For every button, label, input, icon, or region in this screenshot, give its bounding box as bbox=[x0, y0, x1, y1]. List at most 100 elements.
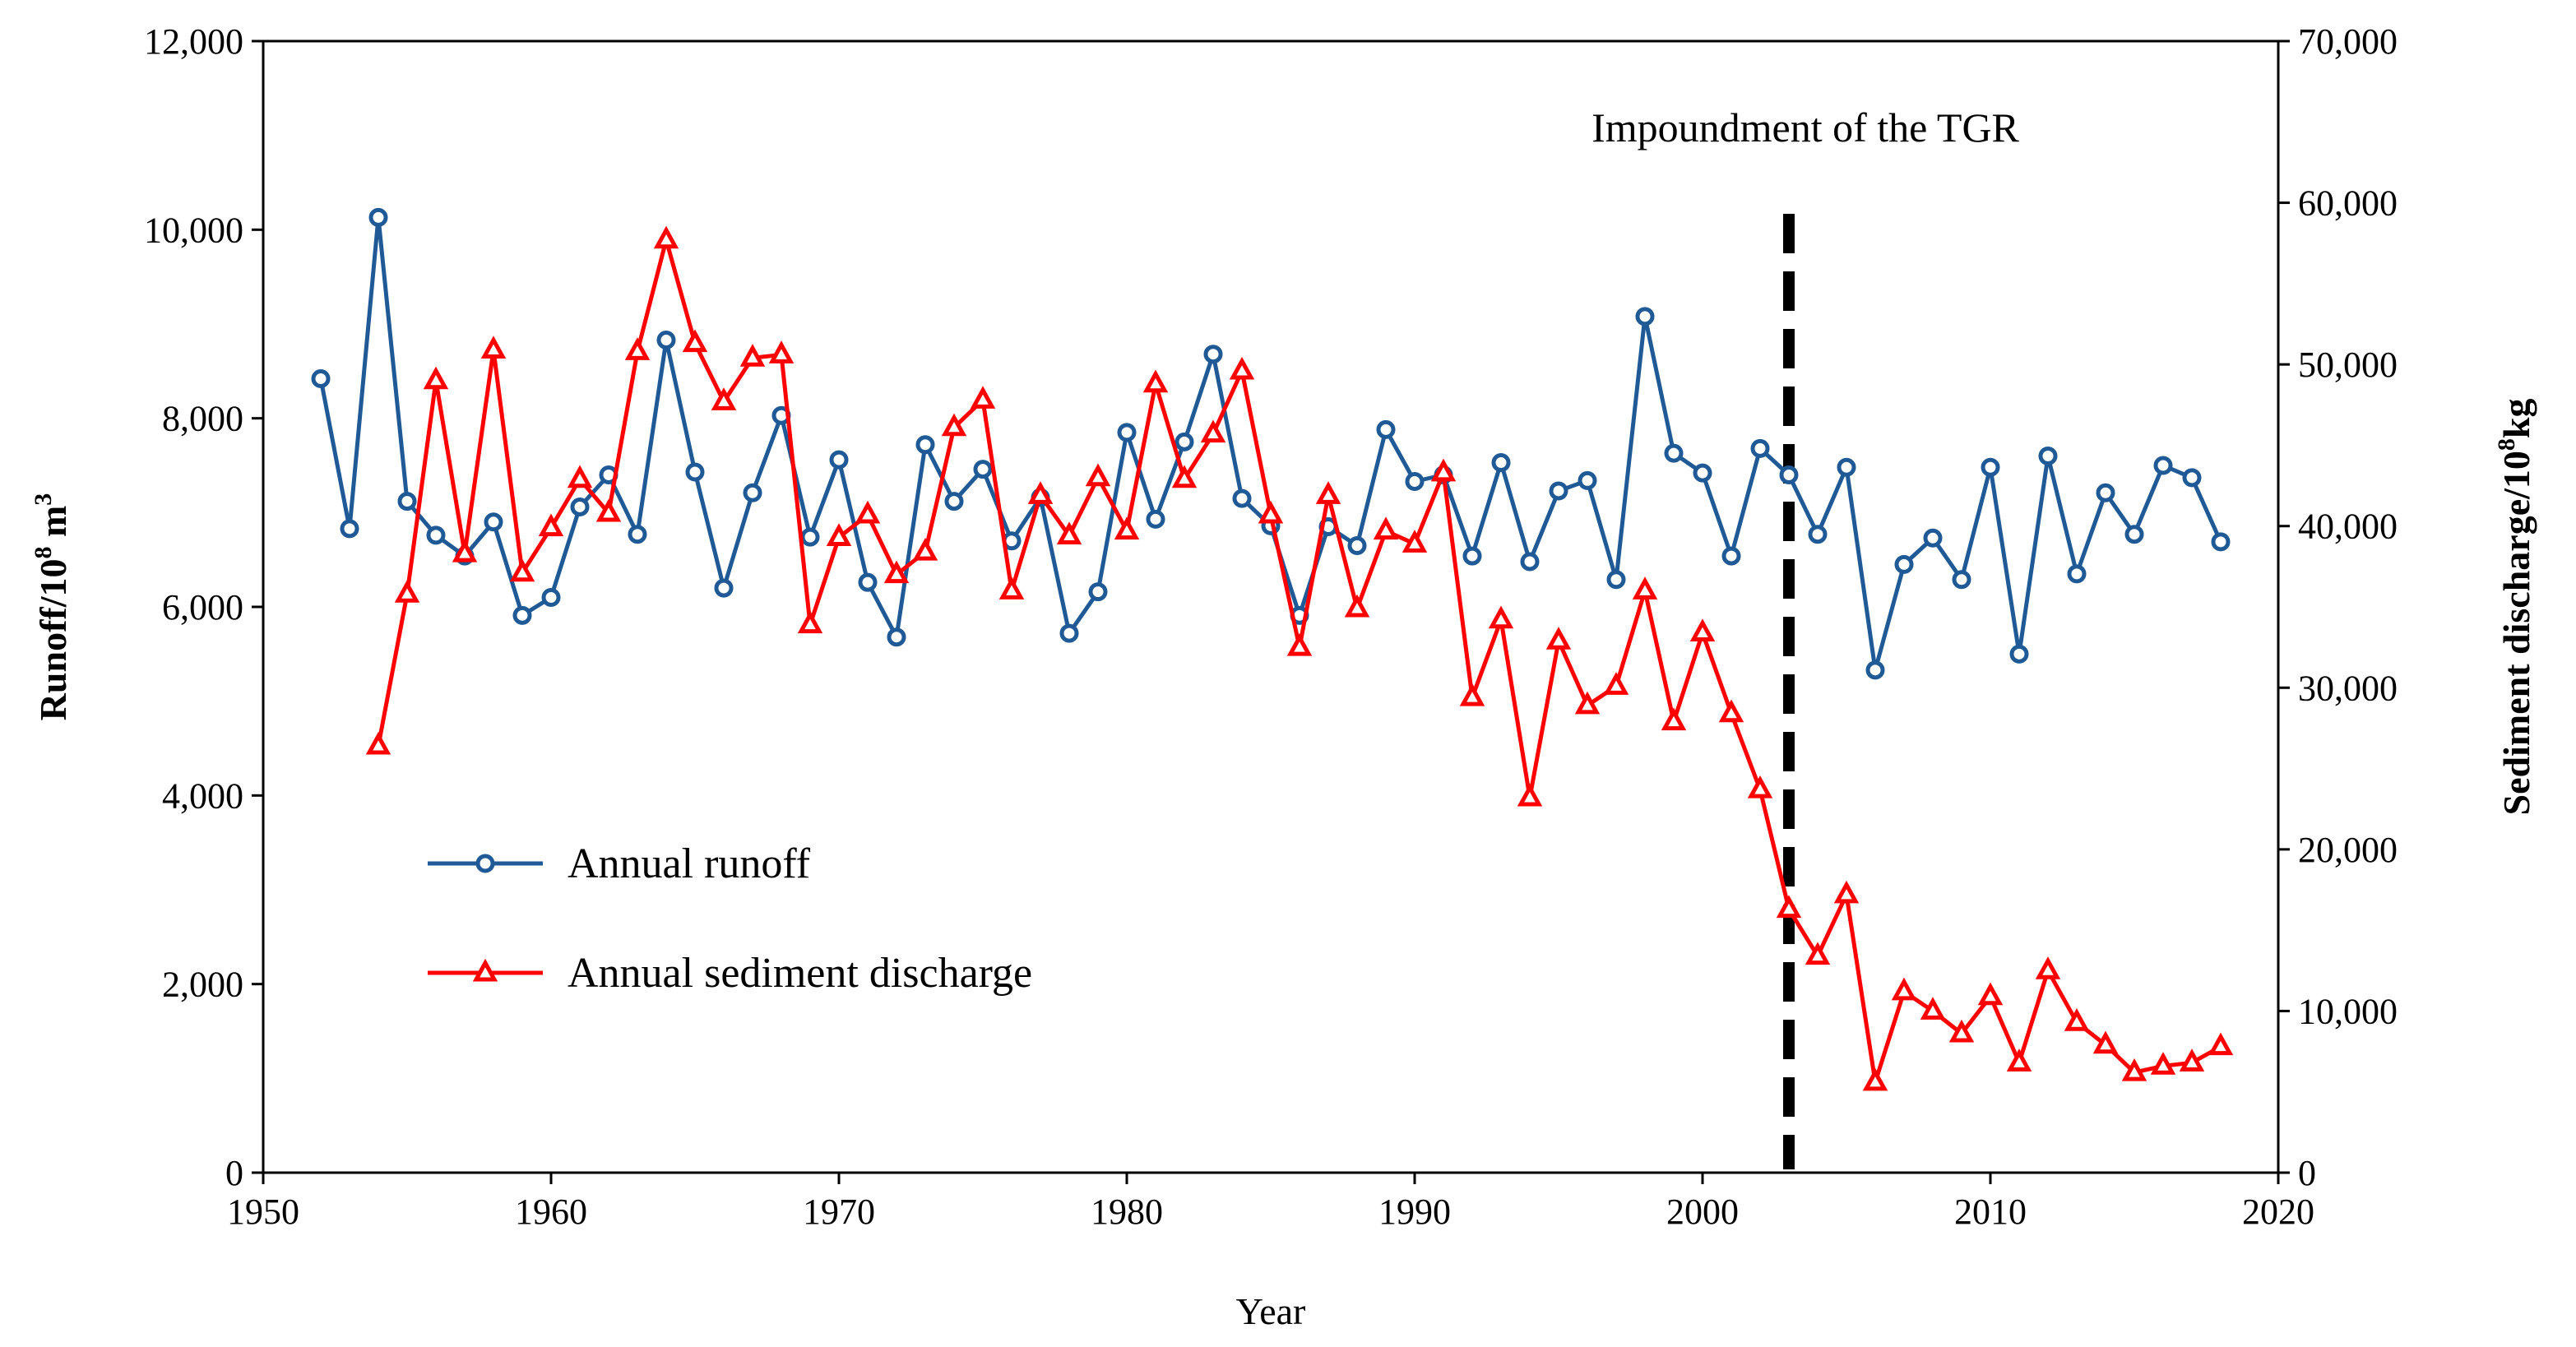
data-point bbox=[368, 207, 388, 227]
x-tick-label: 1970 bbox=[803, 1192, 875, 1232]
data-point bbox=[912, 537, 938, 561]
data-point bbox=[2153, 456, 2173, 475]
data-point bbox=[653, 225, 679, 249]
series-sediment bbox=[365, 225, 2234, 1091]
left-axis-ticks: 0 2,000 4,000 6,000 8,000 10,000 12,000 bbox=[144, 21, 263, 1193]
data-point bbox=[1865, 660, 1885, 680]
data-point bbox=[426, 525, 446, 545]
data-point bbox=[1948, 1019, 1975, 1043]
data-point bbox=[1747, 775, 1773, 798]
data-point bbox=[1718, 699, 1744, 723]
data-point bbox=[1808, 525, 1828, 544]
data-point bbox=[1520, 552, 1540, 572]
data-point bbox=[1750, 438, 1770, 458]
series-line bbox=[318, 215, 2223, 673]
data-point bbox=[2064, 1008, 2090, 1031]
right-tick-label: 50,000 bbox=[2298, 345, 2398, 385]
data-point bbox=[480, 336, 507, 359]
right-tick-label: 70,000 bbox=[2298, 21, 2398, 62]
left-tick-label: 2,000 bbox=[162, 965, 243, 1005]
data-point bbox=[714, 578, 734, 598]
data-point bbox=[397, 492, 417, 511]
data-point bbox=[1837, 457, 1856, 477]
data-point bbox=[2092, 1030, 2119, 1054]
data-point bbox=[365, 731, 391, 755]
data-point bbox=[682, 329, 708, 353]
data-point bbox=[452, 539, 478, 562]
data-point bbox=[1574, 691, 1601, 715]
legend-marker-circle bbox=[475, 854, 495, 873]
data-point bbox=[1056, 521, 1082, 545]
data-point bbox=[423, 366, 449, 390]
data-point bbox=[685, 462, 705, 482]
x-tick-label: 1960 bbox=[515, 1192, 587, 1232]
data-point bbox=[1286, 632, 1313, 656]
data-point bbox=[1891, 977, 1917, 1001]
data-point bbox=[2124, 525, 2144, 544]
data-point bbox=[1376, 419, 1396, 439]
data-point bbox=[1347, 535, 1367, 555]
left-tick-label: 0 bbox=[225, 1153, 243, 1193]
data-point bbox=[1894, 554, 1914, 574]
right-axis-ticks: 0 10,000 20,000 30,000 40,000 50,000 60,000 70,… bbox=[2278, 21, 2398, 1193]
data-point bbox=[1661, 707, 1687, 731]
data-point bbox=[1635, 307, 1655, 326]
data-point bbox=[1200, 419, 1226, 443]
x-tick-label: 2000 bbox=[1666, 1192, 1739, 1232]
data-point bbox=[858, 572, 878, 592]
data-point bbox=[768, 340, 795, 363]
data-point bbox=[1142, 369, 1169, 393]
data-point bbox=[512, 605, 532, 625]
data-point bbox=[941, 413, 967, 437]
data-point bbox=[1517, 783, 1543, 807]
data-point bbox=[1117, 423, 1137, 442]
data-point bbox=[538, 513, 564, 537]
x-tick-label: 1990 bbox=[1378, 1192, 1451, 1232]
legend-entry-sediment: Annual sediment discharge bbox=[428, 950, 1032, 997]
data-point bbox=[1923, 528, 1943, 548]
x-axis-ticks: 1950 1960 1970 1980 1990 2000 2010 2020 bbox=[227, 1173, 2314, 1232]
data-point bbox=[797, 610, 823, 634]
data-point bbox=[2208, 1032, 2234, 1056]
data-point bbox=[855, 500, 881, 524]
data-point bbox=[394, 580, 420, 603]
data-point bbox=[998, 576, 1025, 599]
data-point bbox=[656, 330, 676, 349]
data-point bbox=[973, 460, 993, 479]
data-point bbox=[1114, 516, 1140, 540]
data-point bbox=[2096, 483, 2115, 502]
legend-label-runoff: Annual runoff bbox=[568, 840, 811, 887]
data-point bbox=[1146, 509, 1165, 529]
data-point bbox=[1721, 546, 1741, 566]
data-point bbox=[1258, 500, 1284, 524]
right-tick-label: 60,000 bbox=[2298, 183, 2398, 224]
data-point bbox=[2035, 956, 2061, 979]
left-tick-label: 4,000 bbox=[162, 775, 243, 816]
data-point bbox=[2211, 532, 2231, 552]
data-point bbox=[1952, 570, 1971, 590]
data-point bbox=[541, 588, 561, 608]
data-point bbox=[711, 387, 737, 410]
data-point bbox=[1632, 576, 1658, 599]
x-tick-label: 1980 bbox=[1091, 1192, 1163, 1232]
right-tick-label: 30,000 bbox=[2298, 668, 2398, 708]
data-point bbox=[1430, 458, 1457, 482]
data-point bbox=[800, 527, 820, 547]
data-point bbox=[509, 558, 535, 582]
data-point bbox=[2067, 564, 2087, 584]
data-point bbox=[915, 435, 935, 455]
data-point bbox=[1315, 481, 1341, 504]
data-point bbox=[1545, 627, 1572, 650]
data-point bbox=[567, 465, 593, 488]
x-tick-label: 2010 bbox=[1954, 1192, 2027, 1232]
data-point bbox=[1805, 942, 1831, 965]
data-point bbox=[1977, 982, 2004, 1006]
data-point bbox=[1229, 356, 1255, 380]
data-point bbox=[1664, 443, 1684, 463]
left-axis-title: Runoff/108 m3 bbox=[30, 493, 74, 721]
right-axis-title: Sediment discharge/108kg bbox=[2493, 399, 2537, 816]
data-point bbox=[2009, 644, 2029, 664]
legend-entry-runoff: Annual runoff bbox=[428, 840, 811, 887]
right-tick-label: 0 bbox=[2298, 1153, 2316, 1193]
